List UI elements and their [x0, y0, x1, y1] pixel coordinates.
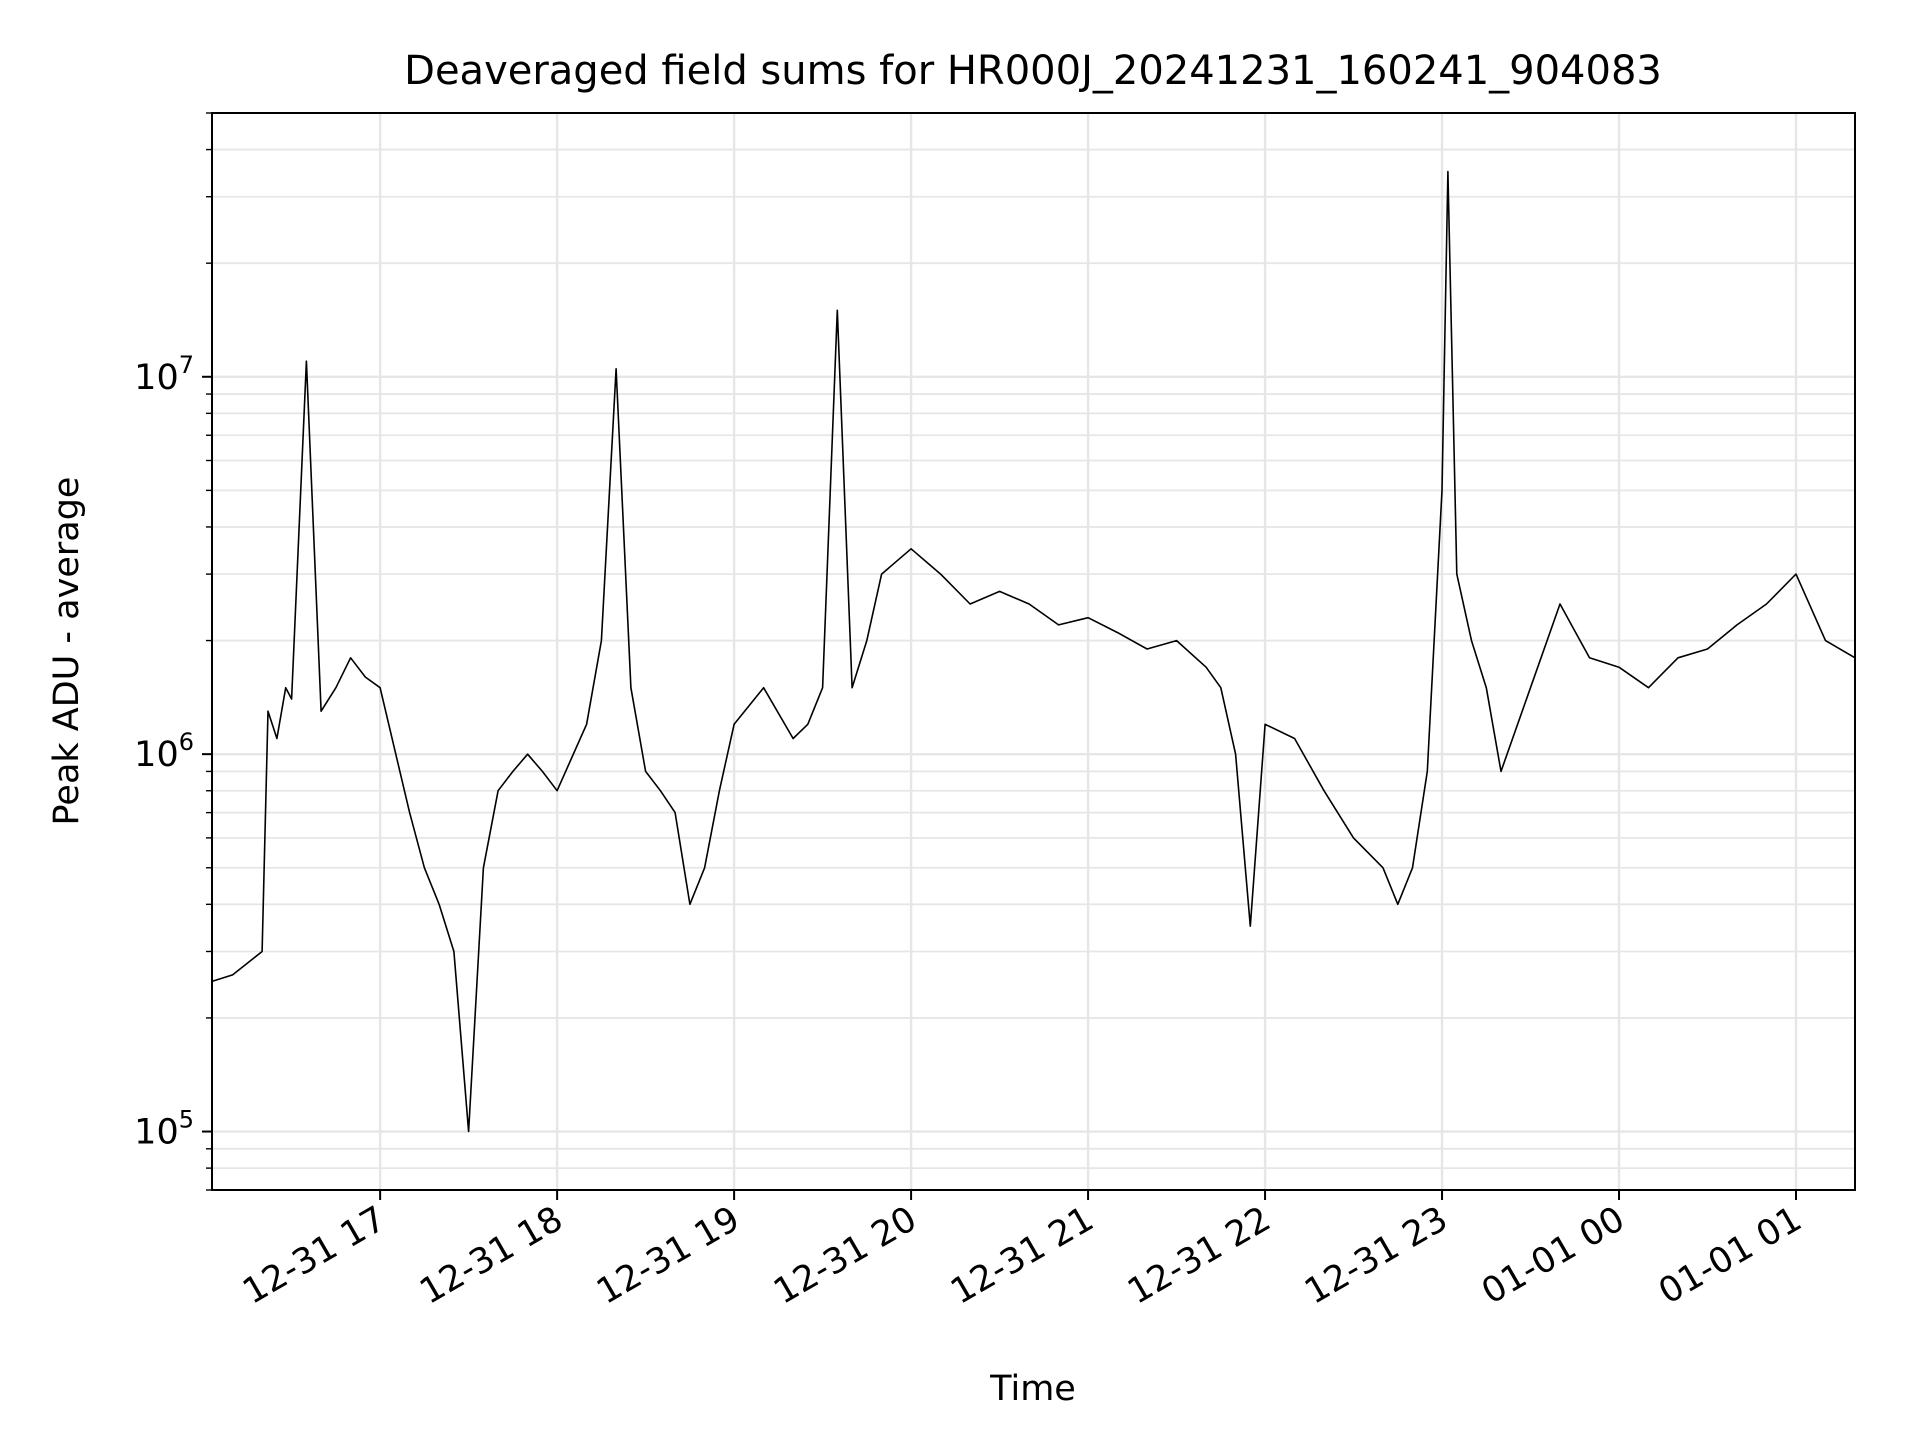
- y-tick-label: 107: [134, 351, 194, 398]
- x-axis-label: Time: [989, 1369, 1076, 1409]
- plot-frame: [211, 112, 1856, 1191]
- x-gridlines: [378, 113, 1798, 1190]
- y-axis-label: Peak ADU - average: [47, 477, 87, 826]
- y-gridlines: [212, 112, 1855, 1191]
- series-line: [211, 170, 1856, 1133]
- y-tick-label: 106: [134, 728, 194, 775]
- chart-title: Deaveraged field sums for HR000J_2024123…: [404, 48, 1662, 94]
- y-axis: 105 106 107: [134, 112, 212, 1191]
- series-layer: [211, 170, 1856, 1133]
- y-tick-label: 105: [134, 1106, 194, 1153]
